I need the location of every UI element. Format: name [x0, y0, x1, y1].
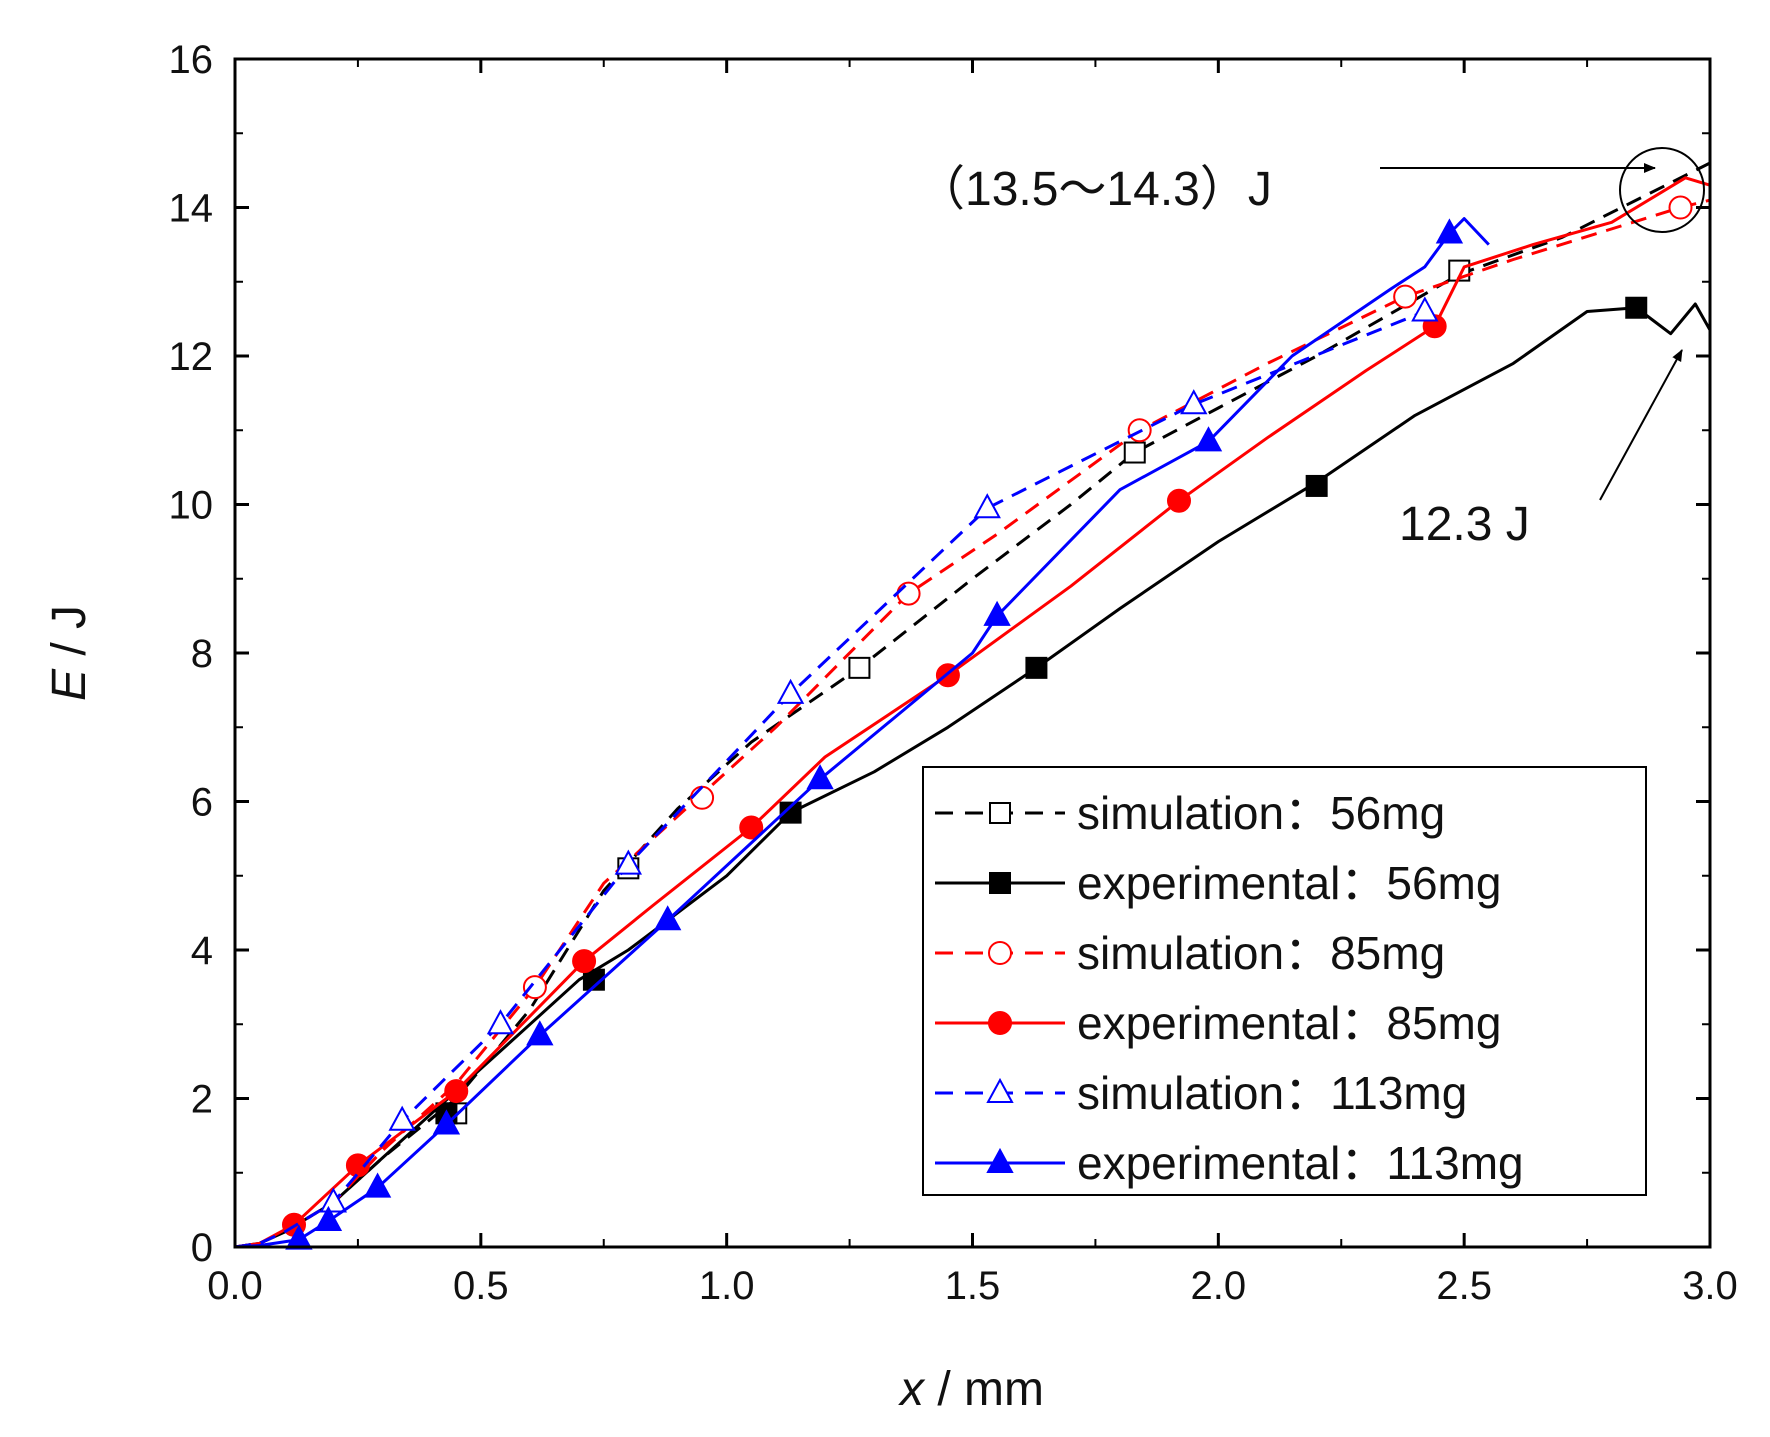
- data-point: [776, 678, 805, 704]
- y-axis-title: E / J: [43, 605, 96, 701]
- x-axis-title: x / mm: [898, 1363, 1044, 1416]
- y-tick-label: 0: [191, 1226, 213, 1270]
- y-tick-label: 14: [169, 187, 214, 231]
- legend-entry: experimental：113mg: [935, 1137, 1524, 1189]
- data-point: [614, 849, 643, 875]
- data-point: [285, 1224, 313, 1250]
- tick-layer: 0.0 0.5 1.0 1.5 2.0 2.5 3.0 0 2 4 6 8 10 12 14 16: [169, 38, 1738, 1308]
- x-tick-label: 2.5: [1436, 1264, 1492, 1308]
- data-point: [1194, 426, 1223, 452]
- data-point: [1393, 284, 1418, 309]
- data-point: [1411, 296, 1439, 322]
- legend-entry: simulation：56mg: [935, 787, 1445, 839]
- legend-swatch-marker: [986, 1147, 1014, 1173]
- data-point: [572, 949, 597, 974]
- data-point: [1123, 441, 1146, 464]
- y-tick-label: 10: [169, 484, 214, 528]
- data-point: [388, 1105, 416, 1131]
- data-point: [444, 1079, 469, 1104]
- legend-entry: experimental：85mg: [935, 997, 1501, 1049]
- data-point: [1435, 218, 1464, 244]
- legend-label: experimental：113mg: [1077, 1137, 1524, 1189]
- legend-swatch-marker: [988, 941, 1012, 965]
- legend-label: experimental：85mg: [1077, 997, 1501, 1049]
- data-point: [973, 493, 1001, 519]
- data-point: [848, 656, 871, 679]
- legend-box: [922, 766, 1647, 1196]
- data-point: [1167, 488, 1191, 513]
- y-tick-label: 8: [191, 632, 213, 676]
- legend-label: simulation：113mg: [1077, 1067, 1467, 1119]
- data-point: [522, 975, 547, 1000]
- x-tick-label: 3.0: [1682, 1264, 1738, 1308]
- data-point: [526, 1020, 554, 1046]
- data-point: [779, 801, 802, 824]
- x-tick-label: 1.5: [945, 1264, 1001, 1308]
- annotation-range-circle: [1619, 147, 1705, 233]
- data-point: [432, 1109, 461, 1135]
- legend-entry: simulation：85mg: [935, 927, 1445, 979]
- legend-entries: simulation：56mg experimental：56mg simulati…: [935, 787, 1524, 1189]
- legend-swatch-marker: [989, 872, 1011, 894]
- x-tick-label: 0.5: [453, 1264, 509, 1308]
- data-point: [314, 1205, 343, 1232]
- legend-entry: simulation：113mg: [935, 1067, 1467, 1119]
- data-point: [319, 1187, 348, 1213]
- legend-swatch-marker: [986, 1077, 1014, 1103]
- annotation-value-label: 12.3 J: [1399, 498, 1530, 551]
- data-point: [983, 600, 1011, 626]
- data-point: [1625, 296, 1648, 319]
- data-point: [806, 764, 834, 790]
- x-tick-label: 0.0: [207, 1264, 263, 1308]
- data-point: [653, 905, 682, 931]
- data-point: [690, 785, 715, 810]
- data-point: [1025, 656, 1048, 679]
- annotation-value-arrow: [1599, 349, 1683, 501]
- legend-entry: experimental：56mg: [935, 857, 1501, 909]
- y-tick-label: 4: [191, 929, 213, 973]
- data-point: [1180, 389, 1208, 415]
- legend: simulation：56mg experimental：56mg simulati…: [922, 766, 1647, 1196]
- x-tick-label: 1.0: [699, 1264, 755, 1308]
- series-line: [234, 302, 1712, 1249]
- series-line: [234, 198, 1711, 1249]
- legend-swatch-marker: [989, 802, 1011, 824]
- data-point: [345, 1153, 370, 1178]
- data-point: [739, 815, 764, 840]
- data-point: [363, 1172, 392, 1198]
- data-point: [486, 1009, 515, 1035]
- x-tick-label: 2.0: [1191, 1264, 1247, 1308]
- data-point: [896, 581, 921, 606]
- data-point: [1668, 195, 1693, 220]
- legend-label: simulation：56mg: [1077, 787, 1445, 839]
- series-line: [234, 176, 1711, 1249]
- annotation-range-label: （13.5～14.3）J: [917, 163, 1272, 216]
- series-4: [234, 296, 1439, 1249]
- data-point: [1305, 474, 1328, 497]
- y-tick-label: 6: [191, 781, 213, 825]
- y-tick-label: 12: [169, 335, 214, 379]
- legend-label: experimental：56mg: [1077, 857, 1501, 909]
- legend-label: simulation：85mg: [1077, 927, 1445, 979]
- series-1: [234, 296, 1712, 1249]
- y-tick-label: 16: [169, 38, 214, 82]
- series-5: [234, 217, 1490, 1250]
- y-tick-label: 2: [191, 1078, 213, 1122]
- legend-swatch-marker: [988, 1011, 1012, 1035]
- series-layer: [234, 161, 1712, 1250]
